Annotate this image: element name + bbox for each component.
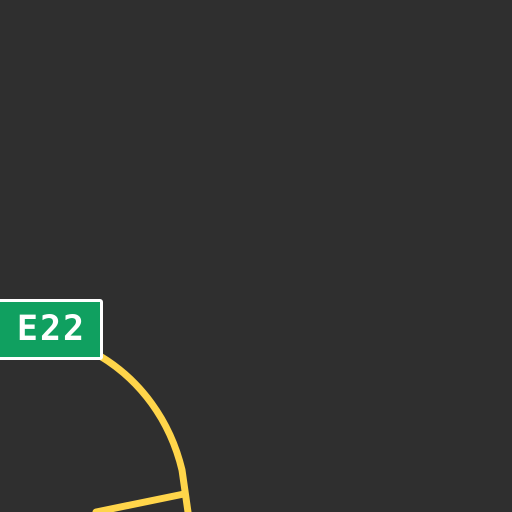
- route-shield-e22[interactable]: E22: [0, 299, 103, 360]
- road-branch[interactable]: [92, 490, 188, 512]
- route-shield-label: E22: [16, 309, 87, 349]
- road-e22[interactable]: [96, 352, 192, 512]
